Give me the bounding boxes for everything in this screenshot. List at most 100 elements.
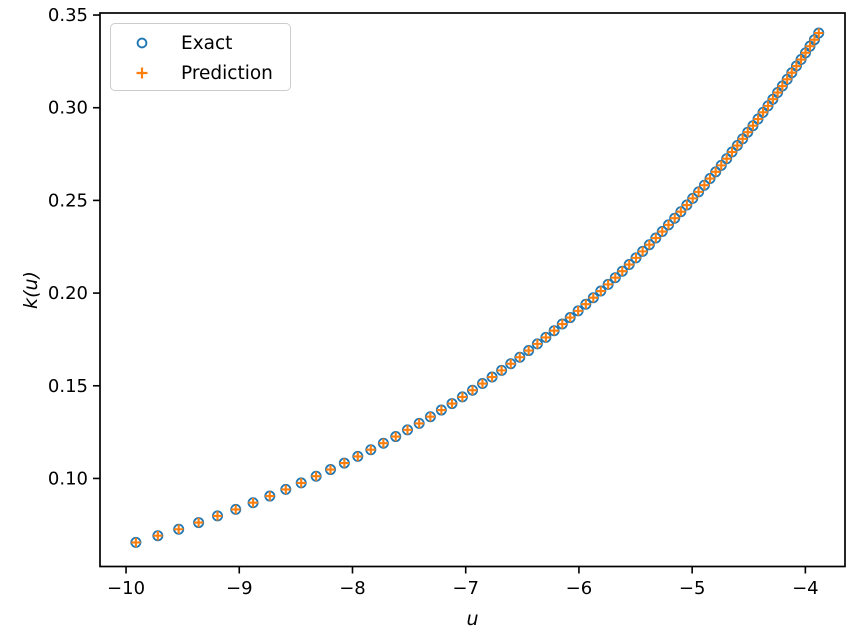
x-tick-label: −7 <box>452 578 479 599</box>
plot-border <box>99 12 846 568</box>
data-point-prediction <box>523 345 534 356</box>
x-tick-label: −6 <box>566 578 593 599</box>
data-point-prediction <box>193 517 204 528</box>
y-tick-label: 0.15 <box>48 376 88 397</box>
prediction-plus-marker-icon <box>136 67 148 79</box>
data-point-prediction <box>565 312 575 323</box>
data-point-prediction <box>414 418 424 429</box>
data-point-prediction <box>153 531 163 541</box>
data-point-prediction <box>573 306 583 316</box>
data-point-prediction <box>296 478 306 488</box>
data-point-prediction <box>532 339 543 349</box>
data-point-prediction <box>231 504 241 515</box>
x-tick-label: −4 <box>792 578 819 599</box>
data-point-prediction <box>758 107 768 118</box>
data-point-prediction <box>353 451 363 462</box>
data-point-prediction <box>699 180 710 190</box>
data-point-prediction <box>581 299 591 309</box>
data-point-prediction <box>339 458 350 468</box>
data-point-prediction <box>457 392 468 402</box>
data-point-prediction <box>743 127 753 137</box>
data-point-prediction <box>732 140 743 151</box>
legend-item-prediction: Prediction <box>111 58 290 88</box>
data-point-prediction <box>727 147 737 157</box>
legend: Exact Prediction <box>110 23 291 91</box>
data-point-prediction <box>693 187 704 197</box>
data-point-prediction <box>637 246 648 257</box>
data-point-prediction <box>265 491 275 501</box>
data-point-prediction <box>721 153 732 164</box>
data-point-prediction <box>617 266 627 276</box>
data-point-prediction <box>281 484 291 495</box>
data-point-prediction <box>711 167 721 177</box>
exact-circle-marker-icon <box>136 37 148 49</box>
data-point-prediction <box>676 207 686 217</box>
data-point-prediction <box>663 220 674 230</box>
data-point-prediction <box>325 464 336 475</box>
y-tick-label: 0.30 <box>48 98 88 119</box>
legend-label-prediction: Prediction <box>181 62 273 84</box>
data-point-prediction <box>447 398 457 409</box>
y-axis-label: k(u) <box>19 271 42 309</box>
data-point-prediction <box>557 319 567 329</box>
axis-tick-labels: −10 −9 −8 −7 −6 −5 −4 0.10 0.15 0.20 0.25 0.30 0.35 <box>48 5 819 599</box>
y-tick-label: 0.35 <box>48 5 88 26</box>
data-point-prediction <box>716 160 726 171</box>
data-point-prediction <box>173 524 184 534</box>
data-point-prediction <box>212 511 223 521</box>
data-point-prediction <box>541 332 551 343</box>
data-point-prediction <box>631 253 641 263</box>
x-tick-label: −5 <box>679 578 706 599</box>
data-point-prediction <box>624 259 634 270</box>
data-point-prediction <box>657 226 667 237</box>
data-point-prediction <box>588 293 599 303</box>
data-point-prediction <box>603 279 613 290</box>
data-point-prediction <box>688 193 698 204</box>
data-point-prediction <box>705 173 715 184</box>
data-point-prediction <box>487 372 497 382</box>
y-tick-label: 0.20 <box>48 283 88 304</box>
legend-item-exact: Exact <box>111 28 290 58</box>
data-point-prediction <box>805 41 815 51</box>
data-point-prediction <box>549 326 559 336</box>
data-point-prediction <box>467 385 478 395</box>
data-point-prediction <box>796 54 806 65</box>
axis-ticks <box>93 14 807 574</box>
y-tick-label: 0.10 <box>48 468 88 489</box>
data-point-prediction <box>402 425 413 435</box>
data-point-prediction <box>651 233 661 243</box>
data-point-prediction <box>515 352 525 362</box>
data-point-prediction <box>809 34 820 45</box>
data-point-prediction <box>496 365 507 376</box>
data-point-prediction <box>777 81 788 91</box>
data-point-prediction <box>644 240 655 250</box>
data-point-prediction <box>814 28 824 38</box>
data-point-prediction <box>311 471 321 481</box>
x-tick-label: −10 <box>107 578 145 599</box>
data-point-prediction <box>425 412 436 422</box>
data-point-prediction <box>610 273 620 283</box>
data-point-prediction <box>768 94 778 104</box>
data-point-prediction <box>391 431 401 442</box>
data-point-prediction <box>248 498 258 508</box>
x-axis-label: u <box>466 608 479 630</box>
data-point-prediction <box>131 537 141 548</box>
data-point-prediction <box>436 405 447 415</box>
legend-label-exact: Exact <box>181 32 233 54</box>
data-point-prediction <box>737 134 748 144</box>
x-tick-label: −8 <box>339 578 366 599</box>
x-tick-label: −9 <box>226 578 253 599</box>
data-point-prediction <box>506 359 516 369</box>
data-point-prediction <box>753 114 763 124</box>
data-point-prediction <box>763 101 773 111</box>
data-point-prediction <box>800 48 811 58</box>
data-point-prediction <box>682 200 692 210</box>
data-point-prediction <box>596 286 606 296</box>
data-point-prediction <box>378 438 389 448</box>
data-point-prediction <box>782 74 792 85</box>
data-point-prediction <box>477 378 488 389</box>
data-point-prediction <box>670 213 680 223</box>
data-markers <box>130 27 825 548</box>
y-tick-label: 0.25 <box>48 190 88 211</box>
